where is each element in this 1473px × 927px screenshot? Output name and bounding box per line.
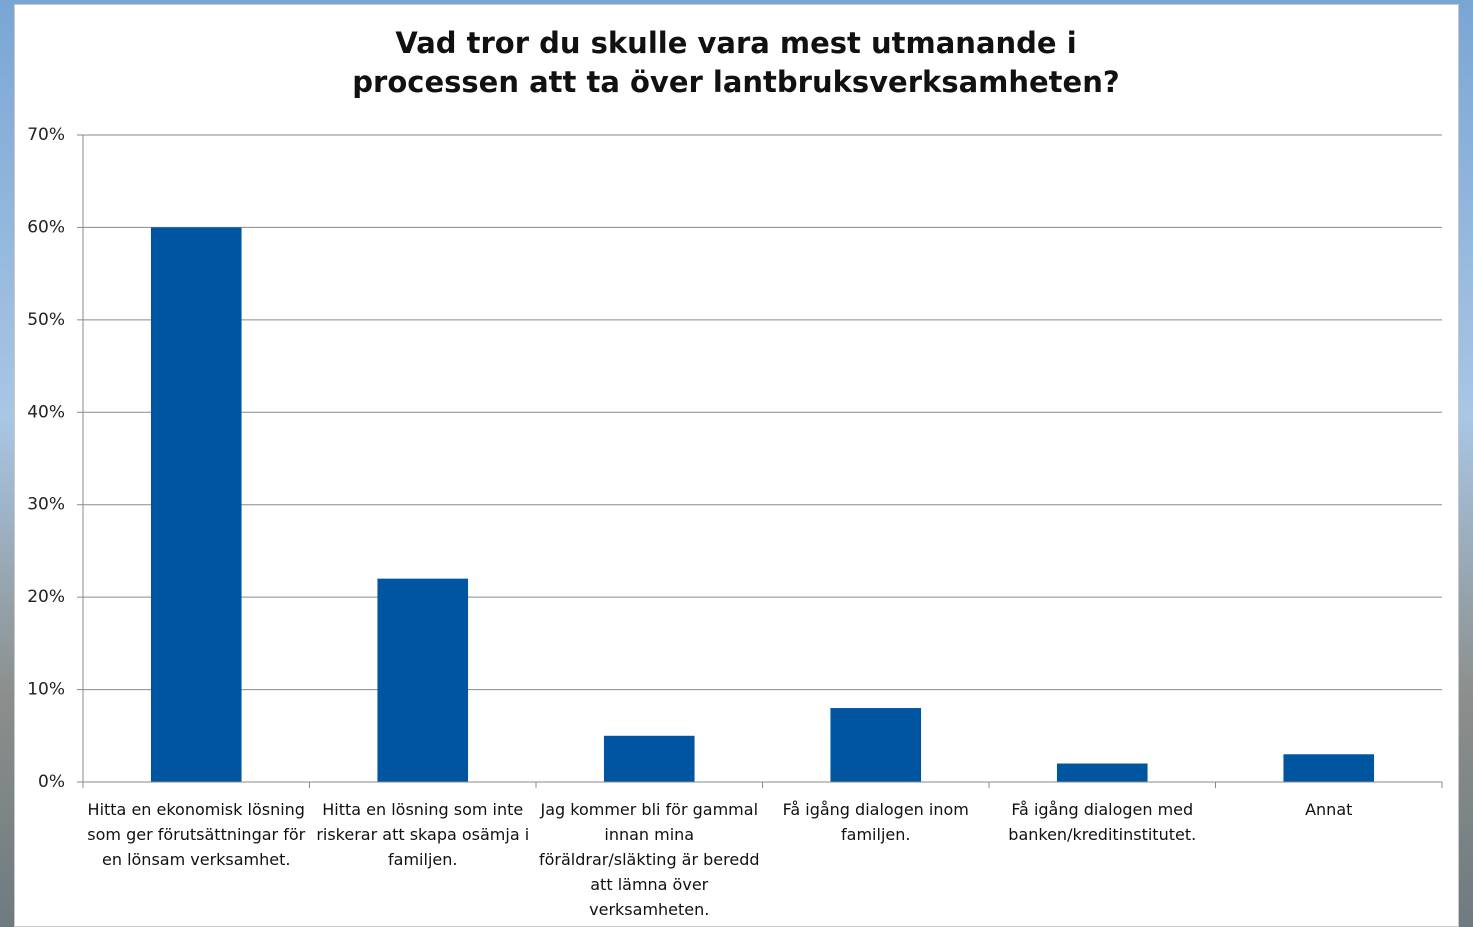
x-tick-label: Hitta en ekonomisk lösning som ger förut…: [87, 800, 306, 869]
bar: [603, 735, 695, 782]
bar: [830, 708, 922, 782]
y-tick-label: 0%: [38, 772, 65, 792]
y-tick-label: 70%: [27, 125, 65, 145]
chart-title: Vad tror du skulle vara mest utmanande i…: [352, 26, 1120, 99]
x-tick-label: Annat: [1305, 800, 1353, 819]
x-tick-label: Hitta en lösning som inte riskerar att s…: [316, 800, 530, 869]
y-tick-label: 50%: [27, 310, 65, 330]
y-tick-label: 40%: [27, 402, 65, 422]
bar: [1283, 754, 1375, 782]
x-tick-label: Få igång dialogen med banken/kreditinsti…: [1008, 800, 1197, 844]
y-tick-label: 30%: [27, 495, 65, 515]
x-tick-label: Få igång dialogen inom familjen.: [782, 800, 969, 844]
x-tick-label: Jag kommer bli för gammal innan mina för…: [538, 800, 760, 919]
y-tick-label: 60%: [27, 217, 65, 237]
bar: [150, 227, 242, 782]
chart-panel: [14, 4, 1459, 927]
bar: [1056, 763, 1148, 782]
y-tick-label: 10%: [27, 680, 65, 700]
y-tick-label: 20%: [27, 587, 65, 607]
bar: [377, 578, 469, 782]
